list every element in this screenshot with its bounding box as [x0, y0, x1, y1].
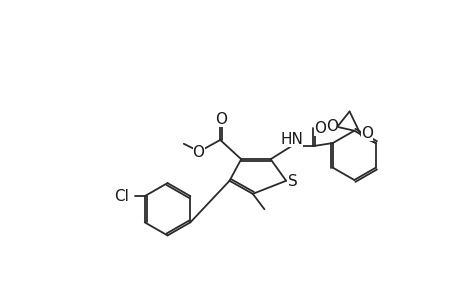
Text: HN: HN — [280, 132, 302, 147]
Text: O: O — [214, 112, 227, 128]
Text: S: S — [288, 174, 297, 189]
Text: O: O — [360, 125, 372, 140]
Text: Cl: Cl — [114, 189, 129, 204]
Text: O: O — [313, 121, 325, 136]
Text: O: O — [192, 145, 204, 160]
Text: O: O — [325, 119, 337, 134]
